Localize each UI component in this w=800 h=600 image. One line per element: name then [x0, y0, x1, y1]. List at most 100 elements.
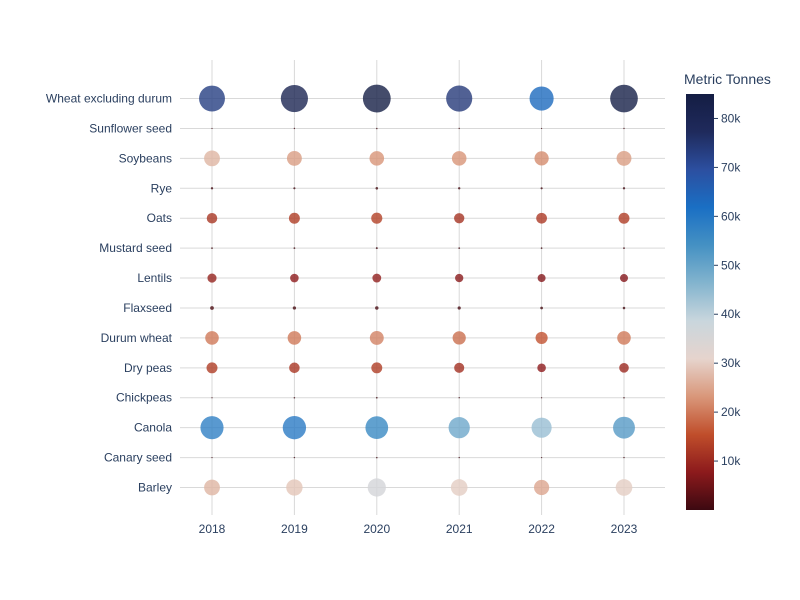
marker-rye-2019 — [293, 187, 296, 190]
marker-sunflower-seed-2022 — [541, 127, 543, 130]
marker-dry-peas-2020 — [371, 362, 383, 374]
x-tick-label: 2022 — [528, 522, 555, 536]
marker-mustard-seed-2020 — [375, 247, 378, 250]
marker-mustard-seed-2022 — [540, 247, 543, 249]
marker-lentils-2022 — [537, 274, 546, 283]
marker-dry-peas-2022 — [537, 363, 546, 373]
y-tick-label: Chickpeas — [116, 391, 172, 405]
marker-canary-seed-2019 — [293, 456, 296, 459]
marker-barley-2022 — [534, 479, 550, 496]
colorbar-tick-label: 50k — [721, 258, 741, 272]
y-axis-ticks: Barley Canary seed Canola Chickpeas Dry peas… — [46, 92, 173, 495]
x-tick-label: 2020 — [363, 522, 390, 536]
colorbar-title: Metric Tonnes — [684, 71, 771, 87]
marker-canary-seed-2022 — [541, 456, 543, 459]
x-tick-label: 2021 — [446, 522, 473, 536]
marker-oats-2023 — [618, 212, 630, 224]
marker-lentils-2023 — [619, 274, 629, 283]
colorbar-tick-label: 40k — [721, 307, 741, 321]
y-tick-label: Canola — [134, 421, 172, 435]
marker-soybeans-2021 — [451, 151, 467, 166]
marker-sunflower-seed-2018 — [211, 127, 213, 130]
marker-barley-2021 — [450, 479, 468, 496]
marker-chickpeas-2019 — [293, 396, 296, 399]
marker-flaxseed-2020 — [375, 306, 379, 310]
marker-canola-2021 — [448, 417, 470, 439]
y-tick-label: Dry peas — [124, 361, 172, 375]
marker-wheat-excluding-durum-2021 — [446, 85, 473, 112]
marker-soybeans-2020 — [369, 151, 385, 166]
colorbar-tick-label: 60k — [721, 209, 741, 223]
marker-durum-wheat-2022 — [535, 331, 548, 344]
y-tick-label: Sunflower seed — [89, 121, 172, 135]
marker-rye-2023 — [622, 187, 626, 190]
y-tick-label: Rye — [151, 181, 173, 195]
marker-sunflower-seed-2021 — [458, 127, 460, 130]
colorbar-tick-label: 10k — [721, 454, 741, 468]
marker-chickpeas-2018 — [211, 397, 213, 399]
y-tick-label: Wheat excluding durum — [46, 92, 172, 106]
marker-canola-2023 — [613, 416, 635, 439]
marker-mustard-seed-2019 — [293, 247, 296, 250]
marker-wheat-excluding-durum-2020 — [362, 84, 391, 113]
colorbar-tick-label: 30k — [721, 356, 741, 370]
y-tick-label: Oats — [147, 211, 172, 225]
marker-durum-wheat-2021 — [452, 331, 466, 345]
marker-lentils-2018 — [207, 273, 217, 283]
y-tick-label: Soybeans — [119, 151, 172, 165]
marker-durum-wheat-2018 — [205, 331, 219, 345]
marker-canary-seed-2021 — [458, 456, 460, 459]
colorbar-tick-label: 80k — [721, 111, 741, 125]
marker-flaxseed-2019 — [292, 306, 297, 310]
marker-chickpeas-2023 — [623, 396, 625, 399]
marker-canary-seed-2023 — [623, 456, 625, 459]
marker-lentils-2020 — [372, 273, 382, 283]
x-tick-label: 2019 — [281, 522, 308, 536]
marker-wheat-excluding-durum-2023 — [610, 84, 638, 113]
marker-mustard-seed-2018 — [211, 247, 213, 249]
marker-durum-wheat-2020 — [369, 330, 384, 345]
marker-soybeans-2023 — [616, 150, 632, 166]
marker-sunflower-seed-2020 — [376, 127, 378, 130]
marker-barley-2020 — [367, 478, 386, 497]
marker-dry-peas-2021 — [454, 362, 465, 373]
marker-flaxseed-2022 — [540, 306, 543, 310]
marker-barley-2018 — [204, 479, 220, 496]
colorbar-gradient — [686, 94, 714, 510]
marker-soybeans-2019 — [286, 150, 302, 166]
marker-canola-2022 — [531, 417, 552, 438]
marker-canola-2018 — [200, 416, 224, 440]
colorbar: Metric Tonnes 10k 20k 30k 40k 50k 60k 70k 80k — [684, 71, 771, 510]
marker-dry-peas-2019 — [289, 362, 300, 374]
colorbar-ticks: 10k 20k 30k 40k 50k 60k 70k 80k — [714, 111, 741, 468]
marker-chickpeas-2021 — [458, 397, 460, 399]
marker-sunflower-seed-2019 — [293, 127, 296, 130]
marker-wheat-excluding-durum-2018 — [199, 85, 225, 112]
y-tick-label: Barley — [138, 481, 172, 495]
marker-rye-2020 — [375, 187, 379, 190]
x-tick-label: 2018 — [199, 522, 226, 536]
marker-lentils-2021 — [455, 273, 464, 283]
y-tick-label: Mustard seed — [99, 241, 172, 255]
marker-durum-wheat-2019 — [287, 331, 302, 345]
marker-rye-2022 — [540, 187, 543, 190]
colorbar-tick-label: 70k — [721, 160, 741, 174]
marker-sunflower-seed-2023 — [623, 127, 625, 130]
y-tick-label: Lentils — [137, 271, 172, 285]
marker-mustard-seed-2021 — [458, 247, 461, 249]
marker-flaxseed-2018 — [210, 306, 214, 310]
colorbar-tick-label: 20k — [721, 405, 741, 419]
marker-mustard-seed-2023 — [623, 247, 625, 250]
marker-dry-peas-2018 — [206, 362, 218, 374]
x-tick-label: 2023 — [611, 522, 638, 536]
x-axis-ticks: 2018 2019 2020 2021 2022 2023 — [199, 522, 638, 536]
marker-chickpeas-2022 — [541, 397, 543, 399]
marker-flaxseed-2023 — [622, 306, 626, 310]
marker-durum-wheat-2023 — [617, 331, 631, 345]
marker-canary-seed-2020 — [376, 456, 378, 459]
marker-canola-2020 — [365, 416, 389, 440]
marker-rye-2021 — [458, 187, 461, 190]
marker-canary-seed-2018 — [211, 456, 213, 459]
marker-oats-2020 — [371, 212, 383, 224]
